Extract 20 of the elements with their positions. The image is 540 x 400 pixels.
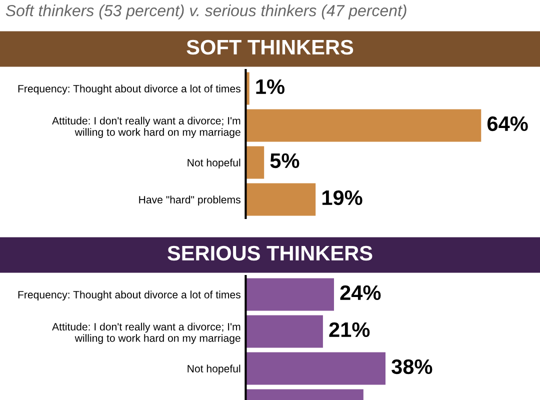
y-tick-label: Have "hard" problems — [139, 196, 240, 206]
y-tick-label: Attitude: I don't really want a divorce; I'm willing to work hard on my marriage — [52, 116, 240, 138]
chart-title: SOFT THINKERS — [186, 40, 354, 55]
y-tick-label: Not hopeful — [188, 364, 240, 375]
y-tick-label: Not hopeful — [188, 158, 240, 169]
bar — [246, 146, 264, 179]
y-tick-label: Attitude: I don't really want a divorce; I'm willing to work hard on my marriage — [52, 322, 240, 344]
data-label: 38% — [392, 359, 432, 374]
y-tick-label: Frequency: Thought about divorce a lot of times — [18, 290, 240, 301]
data-label: 19% — [322, 190, 362, 206]
chart-title: SERIOUS THINKERS — [168, 246, 372, 261]
bar — [246, 183, 316, 216]
bar — [246, 109, 482, 142]
data-label: 64% — [487, 116, 528, 132]
data-label: 24% — [340, 285, 381, 300]
data-label: 21% — [329, 322, 370, 338]
data-label: 1% — [256, 79, 284, 94]
chart-subtitle: Soft thinkers (53 percent) v. serious thinkers (47 percent) — [6, 4, 406, 20]
y-tick-label: Frequency: Thought about divorce a lot of times — [18, 84, 240, 95]
data-label: 5% — [270, 153, 300, 168]
